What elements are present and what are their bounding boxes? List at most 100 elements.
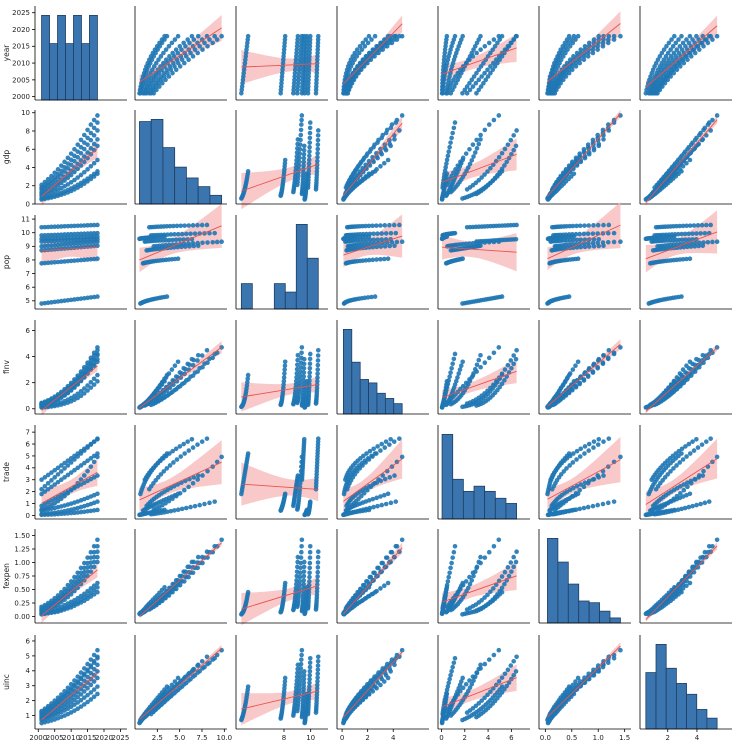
data-point — [186, 377, 191, 382]
data-point — [371, 504, 376, 510]
histogram-bar — [484, 490, 496, 520]
panel-finv-vs-fexpen — [538, 320, 631, 415]
data-point — [573, 64, 579, 69]
data-point — [157, 43, 163, 49]
data-point — [563, 74, 569, 79]
data-point — [52, 170, 58, 176]
data-point — [380, 47, 386, 52]
data-point — [88, 174, 94, 179]
data-point — [668, 167, 673, 172]
regression-line — [343, 122, 403, 196]
data-point — [496, 113, 502, 118]
data-point — [200, 473, 205, 478]
data-point — [166, 43, 172, 49]
data-point — [664, 43, 669, 49]
data-point — [151, 90, 157, 96]
data-point — [665, 50, 671, 56]
data-point — [307, 366, 313, 371]
data-point — [590, 477, 596, 482]
data-point — [299, 117, 304, 123]
histogram-bar — [89, 14, 98, 101]
data-point — [686, 50, 692, 56]
data-point — [502, 367, 508, 372]
data-point — [605, 40, 611, 46]
data-point — [511, 353, 516, 358]
data-point — [153, 60, 159, 66]
data-point — [296, 67, 302, 73]
data-point — [564, 60, 570, 66]
histogram-bar — [452, 478, 464, 520]
data-point — [190, 241, 196, 246]
data-point — [590, 50, 596, 56]
data-point — [81, 473, 87, 478]
regression-line — [547, 343, 621, 407]
data-point — [352, 50, 358, 56]
data-point — [279, 74, 285, 79]
data-point — [163, 77, 168, 83]
data-point — [298, 132, 304, 138]
data-point — [657, 87, 663, 93]
histogram-bar — [376, 392, 386, 415]
data-point — [307, 499, 313, 504]
data-point — [368, 484, 374, 490]
data-point — [243, 50, 249, 56]
data-point — [300, 70, 306, 76]
data-point — [685, 484, 690, 490]
data-point — [306, 74, 311, 79]
data-point — [455, 375, 460, 380]
data-point — [307, 140, 313, 145]
data-point — [55, 593, 61, 598]
data-point — [451, 77, 456, 83]
data-point — [567, 57, 573, 63]
data-point — [173, 67, 179, 73]
data-point — [397, 436, 402, 441]
data-point — [710, 239, 715, 245]
data-point — [68, 179, 74, 185]
data-point — [560, 43, 566, 49]
data-point — [175, 256, 181, 262]
data-point — [701, 240, 706, 245]
data-point — [352, 57, 357, 63]
data-point — [491, 60, 496, 66]
data-point — [605, 37, 611, 42]
data-point — [574, 50, 580, 56]
data-point — [189, 33, 195, 39]
data-point — [708, 436, 713, 441]
data-point — [606, 222, 612, 228]
data-point — [183, 43, 188, 49]
data-point — [315, 128, 321, 133]
data-point — [68, 151, 74, 156]
data-point — [161, 50, 166, 56]
panel-gdp-vs-finv — [336, 110, 429, 205]
data-point — [291, 90, 296, 96]
data-point — [605, 239, 611, 245]
data-point — [601, 473, 606, 478]
data-point — [178, 454, 184, 459]
data-point — [307, 374, 312, 379]
data-point — [307, 43, 313, 49]
data-point — [244, 47, 249, 52]
data-point — [696, 240, 702, 246]
data-point — [458, 159, 463, 165]
data-point — [282, 359, 288, 365]
data-point — [72, 377, 77, 382]
data-point — [566, 70, 572, 76]
data-point — [661, 47, 667, 52]
data-point — [440, 87, 446, 93]
data-point — [95, 137, 100, 142]
data-point — [483, 77, 489, 83]
data-point — [362, 43, 368, 49]
data-point — [474, 137, 479, 143]
data-point — [301, 57, 306, 63]
data-point — [298, 555, 304, 560]
data-point — [490, 47, 496, 52]
data-point — [186, 448, 192, 453]
data-point — [467, 146, 472, 152]
data-point — [496, 345, 502, 350]
data-point — [372, 481, 377, 486]
data-point — [375, 231, 380, 236]
data-point — [570, 40, 576, 46]
data-point — [179, 57, 185, 63]
data-point — [292, 70, 298, 76]
data-point — [350, 60, 356, 66]
